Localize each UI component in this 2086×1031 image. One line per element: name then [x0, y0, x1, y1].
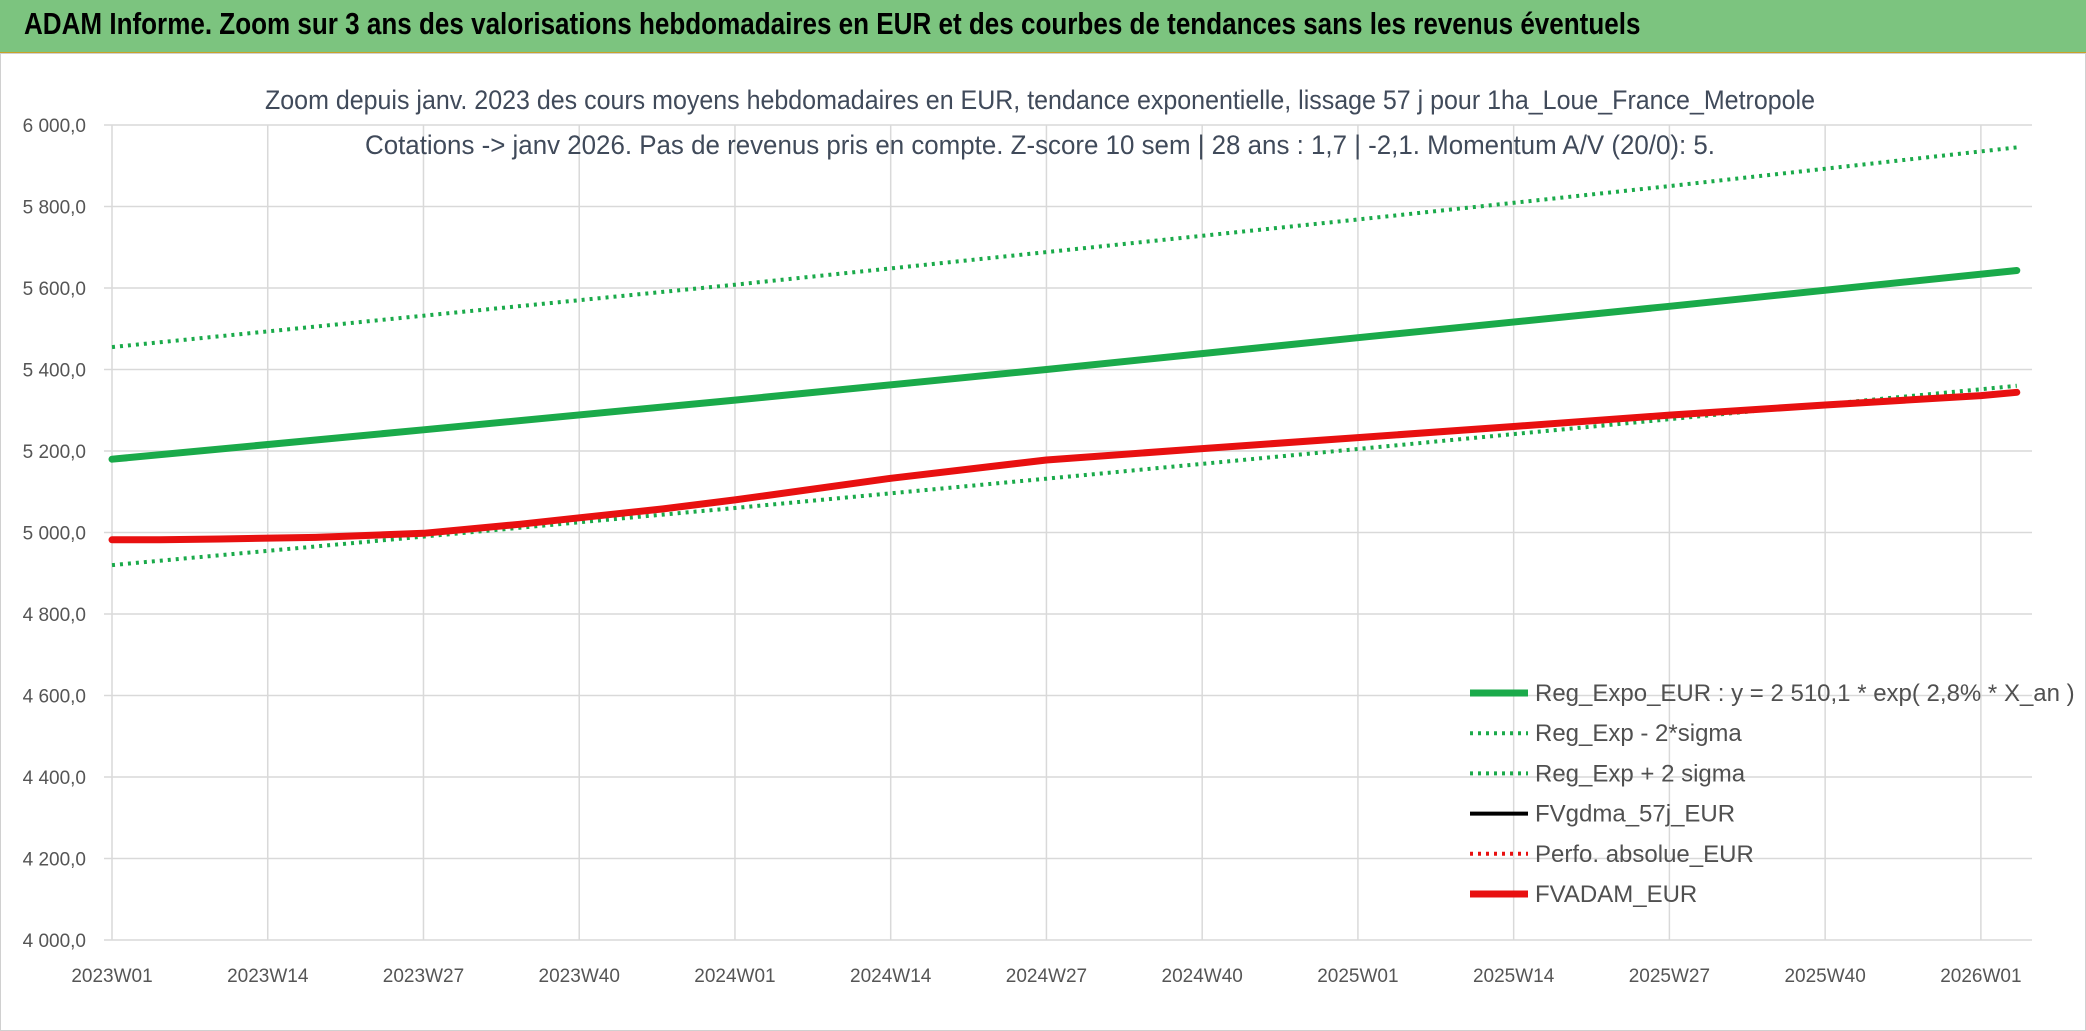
series-line-6 [108, 388, 2021, 544]
y-tick-label: 6 000,0 [23, 116, 86, 137]
legend-label: Reg_Expo_EUR : y = 2 510,1 * exp( 2,8% *… [1535, 680, 2075, 707]
x-tick-label: 2025W40 [1784, 966, 1865, 987]
legend-label: Perfo. absolue_EUR [1535, 841, 1754, 868]
legend-label: Reg_Exp - 2*sigma [1535, 720, 1742, 747]
title-banner: ADAM Informe. Zoom sur 3 ans des valoris… [0, 0, 2086, 53]
y-tick-label: 5 800,0 [23, 198, 86, 219]
y-tick-label: 5 400,0 [23, 361, 86, 382]
y-tick-label: 4 600,0 [23, 687, 86, 708]
legend: Reg_Expo_EUR : y = 2 510,1 * exp( 2,8% *… [1470, 680, 2075, 908]
x-tick-label: 2025W01 [1317, 966, 1398, 987]
x-tick-label: 2023W01 [71, 966, 152, 987]
x-tick-label: 2023W40 [539, 966, 620, 987]
x-tick-label: 2023W27 [383, 966, 464, 987]
grid-lines [104, 124, 2032, 941]
y-tick-label: 4 000,0 [23, 931, 86, 952]
y-tick-label: 5 000,0 [23, 524, 86, 545]
x-axis: 2023W01 2023W14 2023W27 2023W40 2024W01 2024W… [71, 966, 2021, 987]
legend-label: Reg_Exp + 2 sigma [1535, 760, 1746, 787]
y-tick-label: 4 200,0 [23, 850, 86, 871]
chart-title-line1: Zoom depuis janv. 2023 des cours moyens … [265, 85, 1815, 115]
x-tick-label: 2025W14 [1473, 966, 1555, 987]
chart-title-line2: Cotations -> janv 2026. Pas de revenus p… [365, 130, 1715, 160]
x-tick-label: 2024W27 [1006, 966, 1087, 987]
y-tick-label: 4 800,0 [23, 605, 86, 626]
x-tick-label: 2024W14 [850, 966, 932, 987]
x-tick-label: 2023W14 [227, 966, 309, 987]
banner-title: ADAM Informe. Zoom sur 3 ans des valoris… [24, 6, 1641, 41]
y-tick-label: 5 200,0 [23, 442, 86, 463]
x-tick-label: 2025W27 [1629, 966, 1710, 987]
x-tick-label: 2024W40 [1162, 966, 1243, 987]
series-line-3 [111, 145, 2018, 350]
y-tick-label: 4 400,0 [23, 768, 86, 789]
legend-label: FVADAM_EUR [1535, 881, 1697, 908]
y-axis: 4 000,0 4 200,0 4 400,0 4 600,0 4 800,0 5 000… [23, 116, 86, 952]
series-line-1 [108, 267, 2021, 463]
x-tick-label: 2024W01 [694, 966, 775, 987]
x-tick-label: 2026W01 [1940, 966, 2021, 987]
legend-label: FVgdma_57j_EUR [1535, 801, 1735, 828]
series-layer [108, 145, 2021, 568]
y-tick-label: 5 600,0 [23, 279, 86, 300]
